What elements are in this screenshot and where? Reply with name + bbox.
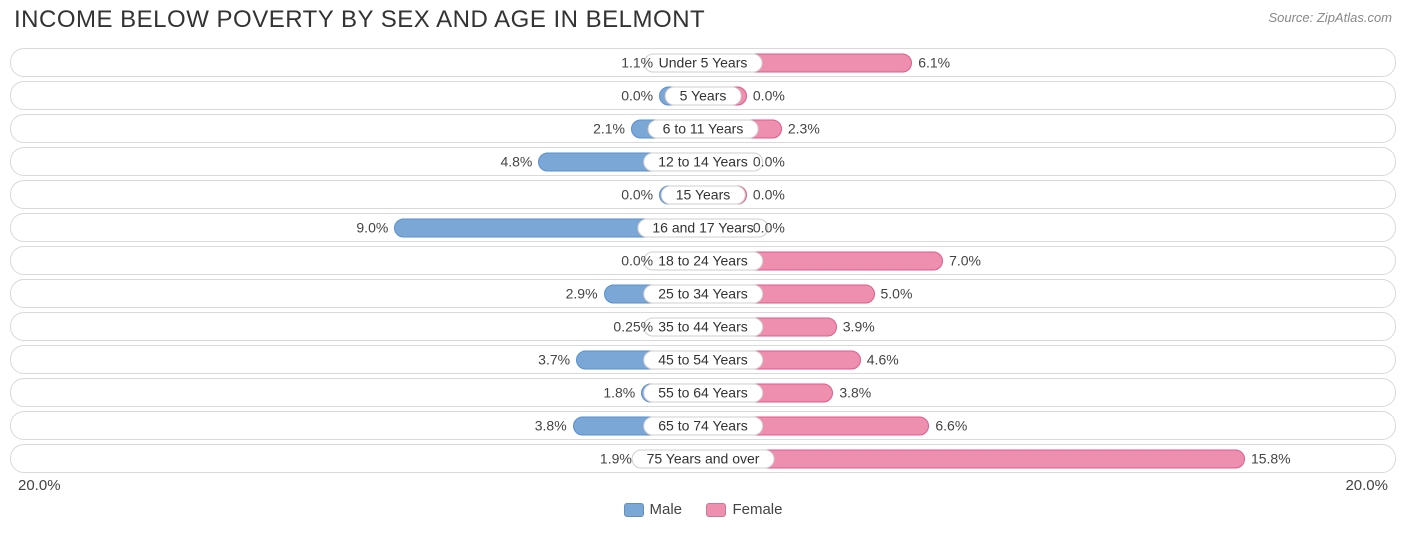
- value-female: 2.3%: [788, 119, 820, 138]
- chart-row-inner: 18 to 24 Years0.0% 7.0%: [17, 251, 1389, 270]
- value-male: 0.0%: [621, 185, 653, 204]
- legend-swatch-male: [624, 503, 644, 517]
- value-male: 1.9%: [600, 449, 632, 468]
- value-female: 0.0%: [753, 218, 785, 237]
- value-male: 2.9%: [566, 284, 598, 303]
- value-female: 0.0%: [753, 185, 785, 204]
- chart-row: 6 to 11 Years 2.1% 2.3%: [10, 114, 1396, 143]
- value-female: 6.1%: [918, 53, 950, 72]
- row-category-label: Under 5 Years: [644, 53, 763, 72]
- value-female: 5.0%: [881, 284, 913, 303]
- value-male: 0.25%: [613, 317, 653, 336]
- row-category-label: 18 to 24 Years: [643, 251, 763, 270]
- legend-label-female: Female: [732, 501, 782, 518]
- value-male: 9.0%: [356, 218, 388, 237]
- row-category-label: 25 to 34 Years: [643, 284, 763, 303]
- value-male: 0.0%: [621, 86, 653, 105]
- value-male: 0.0%: [621, 251, 653, 270]
- value-male: 1.8%: [603, 383, 635, 402]
- chart-row: 55 to 64 Years 1.8% 3.8%: [10, 378, 1396, 407]
- bar-female: [703, 449, 1245, 468]
- value-female: 15.8%: [1251, 449, 1291, 468]
- value-female: 7.0%: [949, 251, 981, 270]
- row-category-label: 35 to 44 Years: [643, 317, 763, 336]
- chart-row: 5 Years 0.0% 0.0%: [10, 81, 1396, 110]
- chart-row-inner: 75 Years and over1.9% 15.8%: [17, 449, 1389, 468]
- chart-row: 18 to 24 Years0.0% 7.0%: [10, 246, 1396, 275]
- chart-header: INCOME BELOW POVERTY BY SEX AND AGE IN B…: [0, 0, 1406, 48]
- legend-female: Female: [706, 501, 782, 518]
- chart-row-inner: Under 5 Years1.1% 6.1%: [17, 53, 1389, 72]
- chart-row-inner: 55 to 64 Years 1.8% 3.8%: [17, 383, 1389, 402]
- value-male: 4.8%: [500, 152, 532, 171]
- row-category-label: 65 to 74 Years: [643, 416, 763, 435]
- chart-row: 12 to 14 Years 4.8% 0.0%: [10, 147, 1396, 176]
- chart-row: 16 and 17 Years 9.0% 0.0%: [10, 213, 1396, 242]
- chart-row-inner: 45 to 54 Years 3.7% 4.6%: [17, 350, 1389, 369]
- chart-source: Source: ZipAtlas.com: [1268, 6, 1392, 25]
- row-category-label: 16 and 17 Years: [637, 218, 768, 237]
- chart-row-inner: 65 to 74 Years 3.8% 6.6%: [17, 416, 1389, 435]
- value-male: 2.1%: [593, 119, 625, 138]
- axis-max-right: 20.0%: [1345, 477, 1388, 494]
- row-category-label: 5 Years: [665, 86, 742, 105]
- chart-row-inner: 5 Years 0.0% 0.0%: [17, 86, 1389, 105]
- value-female: 0.0%: [753, 86, 785, 105]
- chart-row: 15 Years 0.0% 0.0%: [10, 180, 1396, 209]
- chart-row-inner: 6 to 11 Years 2.1% 2.3%: [17, 119, 1389, 138]
- row-category-label: 15 Years: [661, 185, 746, 204]
- row-category-label: 6 to 11 Years: [648, 119, 759, 138]
- chart-row-inner: 15 Years 0.0% 0.0%: [17, 185, 1389, 204]
- legend-swatch-female: [706, 503, 726, 517]
- value-male: 3.7%: [538, 350, 570, 369]
- chart-row-inner: 25 to 34 Years 2.9% 5.0%: [17, 284, 1389, 303]
- poverty-by-sex-age-chart: Under 5 Years1.1% 6.1% 5 Years 0.0% 0.0% 6 to…: [0, 48, 1406, 473]
- x-axis: 20.0% 20.0%: [10, 477, 1396, 499]
- row-category-label: 12 to 14 Years: [643, 152, 763, 171]
- chart-row: 35 to 44 Years0.25% 3.9%: [10, 312, 1396, 341]
- chart-row: 65 to 74 Years 3.8% 6.6%: [10, 411, 1396, 440]
- row-category-label: 45 to 54 Years: [643, 350, 763, 369]
- chart-row: Under 5 Years1.1% 6.1%: [10, 48, 1396, 77]
- value-female: 3.9%: [843, 317, 875, 336]
- value-female: 0.0%: [753, 152, 785, 171]
- chart-row-inner: 12 to 14 Years 4.8% 0.0%: [17, 152, 1389, 171]
- chart-row: 45 to 54 Years 3.7% 4.6%: [10, 345, 1396, 374]
- chart-title: INCOME BELOW POVERTY BY SEX AND AGE IN B…: [14, 6, 705, 34]
- value-female: 3.8%: [839, 383, 871, 402]
- chart-row: 75 Years and over1.9% 15.8%: [10, 444, 1396, 473]
- chart-row-inner: 35 to 44 Years0.25% 3.9%: [17, 317, 1389, 336]
- legend-male: Male: [624, 501, 683, 518]
- row-category-label: 55 to 64 Years: [643, 383, 763, 402]
- value-male: 3.8%: [535, 416, 567, 435]
- value-female: 4.6%: [867, 350, 899, 369]
- chart-row-inner: 16 and 17 Years 9.0% 0.0%: [17, 218, 1389, 237]
- row-category-label: 75 Years and over: [632, 449, 775, 468]
- chart-row: 25 to 34 Years 2.9% 5.0%: [10, 279, 1396, 308]
- value-female: 6.6%: [935, 416, 967, 435]
- legend-label-male: Male: [650, 501, 683, 518]
- legend: Male Female: [0, 499, 1406, 522]
- value-male: 1.1%: [621, 53, 653, 72]
- axis-max-left: 20.0%: [18, 477, 61, 494]
